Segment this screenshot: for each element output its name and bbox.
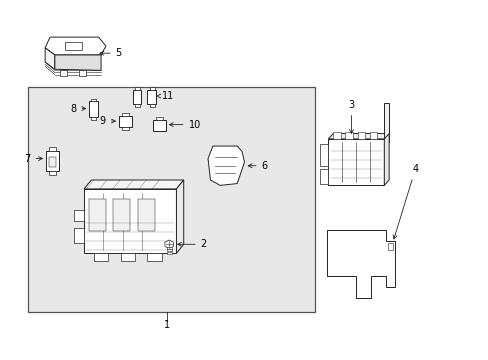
- Bar: [319, 144, 328, 166]
- Bar: [387, 243, 392, 249]
- Bar: [122, 127, 128, 130]
- Bar: [357, 132, 364, 139]
- Bar: [60, 70, 67, 76]
- Circle shape: [360, 291, 366, 295]
- Bar: [84, 189, 176, 253]
- Bar: [46, 152, 59, 171]
- Text: 1: 1: [163, 320, 169, 330]
- Bar: [28, 87, 314, 312]
- Text: 4: 4: [392, 164, 418, 239]
- Polygon shape: [164, 240, 173, 249]
- Circle shape: [360, 282, 366, 286]
- Polygon shape: [45, 48, 55, 69]
- Bar: [332, 132, 340, 139]
- Bar: [369, 132, 376, 139]
- Bar: [135, 87, 140, 90]
- Bar: [74, 210, 84, 221]
- Bar: [64, 42, 81, 50]
- Bar: [156, 117, 163, 120]
- Bar: [113, 199, 130, 231]
- Circle shape: [353, 235, 359, 239]
- Bar: [119, 116, 131, 127]
- Text: 3: 3: [347, 100, 354, 134]
- Bar: [319, 169, 328, 184]
- Text: 2: 2: [177, 239, 206, 249]
- Bar: [137, 199, 154, 231]
- Bar: [74, 228, 84, 243]
- Bar: [49, 147, 56, 152]
- Polygon shape: [326, 230, 394, 298]
- Bar: [147, 253, 162, 261]
- Bar: [149, 87, 154, 90]
- Circle shape: [338, 235, 344, 239]
- Bar: [384, 103, 388, 143]
- Text: 8: 8: [70, 104, 85, 113]
- Bar: [89, 199, 106, 231]
- Polygon shape: [176, 180, 183, 253]
- Bar: [120, 253, 135, 261]
- Bar: [166, 249, 171, 251]
- Text: 7: 7: [24, 154, 42, 163]
- Polygon shape: [45, 37, 106, 55]
- Text: 11: 11: [156, 91, 174, 101]
- Bar: [345, 132, 352, 139]
- Bar: [91, 99, 96, 102]
- Polygon shape: [207, 146, 244, 185]
- Polygon shape: [55, 55, 101, 70]
- Text: 9: 9: [100, 116, 115, 126]
- Bar: [328, 139, 384, 185]
- Bar: [91, 117, 96, 120]
- Bar: [89, 102, 98, 117]
- Text: 6: 6: [248, 161, 267, 171]
- Circle shape: [377, 235, 383, 239]
- Bar: [79, 70, 86, 76]
- Circle shape: [386, 253, 392, 257]
- Bar: [153, 120, 165, 131]
- Bar: [166, 252, 171, 253]
- Bar: [149, 104, 154, 107]
- Bar: [48, 157, 56, 167]
- Text: 10: 10: [169, 120, 201, 130]
- Bar: [135, 104, 140, 107]
- Polygon shape: [384, 134, 388, 185]
- Bar: [166, 247, 171, 249]
- Bar: [49, 171, 56, 175]
- Polygon shape: [84, 180, 183, 189]
- Bar: [122, 113, 128, 116]
- Text: 5: 5: [100, 48, 122, 58]
- Bar: [147, 90, 156, 104]
- Polygon shape: [328, 134, 388, 139]
- Bar: [94, 253, 108, 261]
- Bar: [132, 90, 141, 104]
